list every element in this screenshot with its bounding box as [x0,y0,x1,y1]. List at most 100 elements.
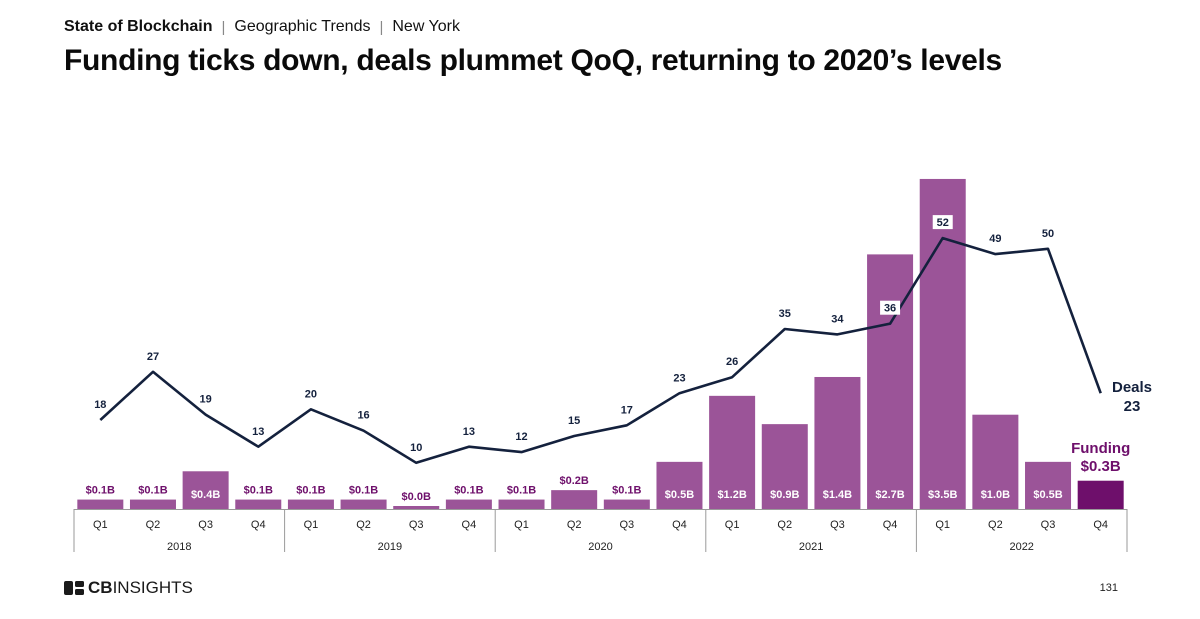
funding-bar [287,499,334,509]
breadcrumb: State of Blockchain | Geographic Trends … [64,18,460,36]
funding-value-label: $0.1B [507,485,536,497]
funding-bar [1077,480,1124,509]
logo-wordmark: CBINSIGHTS [88,578,193,597]
page-number: 131 [1099,582,1118,594]
funding-value-label: $2.7B [875,489,904,501]
funding-value-label: $0.0B [402,491,431,503]
deals-latest-value: 23 [1124,398,1141,415]
deal-label-background [932,215,953,230]
funding-bar [814,376,861,509]
funding-bar [867,254,914,509]
funding-value-label: $0.5B [665,489,694,501]
quarter-tick-label: Q4 [1093,519,1108,531]
funding-bar [235,499,282,509]
breadcrumb-report: State of Blockchain [64,18,213,35]
cb-insights-logo-icon [64,581,84,595]
quarter-tick-label: Q3 [830,519,845,531]
quarter-tick-label: Q1 [304,519,319,531]
funding-value-label: $3.5B [928,489,957,501]
deal-value-label: 12 [515,431,527,443]
funding-bar [1025,461,1072,509]
deals-line [99,236,1102,465]
funding-bar [77,499,124,509]
quarter-tick-label: Q2 [356,519,371,531]
quarter-tick-label: Q1 [514,519,529,531]
deal-value-label: 23 [673,372,685,384]
deal-value-label: 26 [726,356,738,368]
funding-latest-label: Funding [1071,440,1130,457]
deal-value-label: 35 [779,308,791,320]
funding-bar [972,414,1019,509]
year-label: 2018 [167,541,191,553]
quarter-tick-label: Q2 [146,519,161,531]
year-label: 2022 [1009,541,1033,553]
quarter-tick-label: Q2 [777,519,792,531]
funding-bar [182,471,229,509]
quarter-tick-label: Q3 [1041,519,1056,531]
funding-bar [919,178,966,509]
funding-value-label: $0.1B [454,485,483,497]
quarter-tick-label: Q1 [93,519,108,531]
deal-value-label: 20 [305,388,317,400]
funding-bar [393,506,440,509]
funding-bar [498,499,545,509]
funding-value-label: $0.1B [349,485,378,497]
year-label: 2020 [588,541,612,553]
deal-value-label: 13 [252,426,264,438]
year-label: 2019 [378,541,402,553]
deal-value-label: 50 [1042,228,1054,240]
funding-bar [656,461,703,509]
funding-value-label: $0.2B [559,475,588,487]
quarter-tick-label: Q1 [935,519,950,531]
deal-value-label: 16 [357,410,369,422]
funding-bar [551,490,598,509]
deal-label-background [880,300,901,315]
page-title: Funding ticks down, deals plummet QoQ, r… [64,44,1002,77]
breadcrumb-page: New York [392,18,460,35]
funding-value-label: $1.2B [717,489,746,501]
funding-value-label: $0.1B [612,485,641,497]
quarter-tick-label: Q2 [567,519,582,531]
funding-value-label: $0.4B [191,489,220,501]
quarter-tick-label: Q3 [198,519,213,531]
deal-value-label: 19 [200,394,212,406]
quarter-tick-label: Q2 [988,519,1003,531]
deal-value-label: 13 [463,426,475,438]
deals-latest-label: Deals [1112,379,1152,396]
funding-value-label: $0.1B [138,485,167,497]
deal-value-label: 15 [568,415,580,427]
breadcrumb-separator: | [379,18,384,36]
deal-value-label: 18 [94,399,106,411]
funding-latest-value: $0.3B [1081,458,1121,475]
quarter-tick-label: Q4 [672,519,687,531]
funding-value-label: $0.1B [296,485,325,497]
quarter-tick-label: Q4 [883,519,898,531]
deal-value-label: 49 [989,233,1001,245]
funding-value-label: $1.0B [981,489,1010,501]
breadcrumb-section: Geographic Trends [234,18,371,35]
funding-bar [761,424,808,509]
funding-bar [709,395,756,509]
funding-bar [603,499,650,509]
funding-value-label: $0.1B [86,485,115,497]
quarter-tick-label: Q4 [462,519,477,531]
quarter-tick-label: Q4 [251,519,266,531]
funding-bar [129,499,176,509]
year-label: 2021 [799,541,823,553]
funding-bar [445,499,492,509]
deal-value-label: 17 [621,404,633,416]
funding-value-label: $0.1B [244,485,273,497]
deal-value-label: 52 [937,217,949,229]
cb-insights-logo: CBINSIGHTS [64,578,193,598]
quarter-tick-label: Q1 [725,519,740,531]
deal-value-label: 10 [410,442,422,454]
quarter-tick-label: Q3 [409,519,424,531]
deal-value-label: 34 [831,313,844,325]
funding-value-label: $0.9B [770,489,799,501]
breadcrumb-separator: | [221,18,226,36]
deal-value-label: 36 [884,303,896,315]
funding-value-label: $0.5B [1033,489,1062,501]
deal-value-label: 27 [147,351,159,363]
quarter-tick-label: Q3 [619,519,634,531]
